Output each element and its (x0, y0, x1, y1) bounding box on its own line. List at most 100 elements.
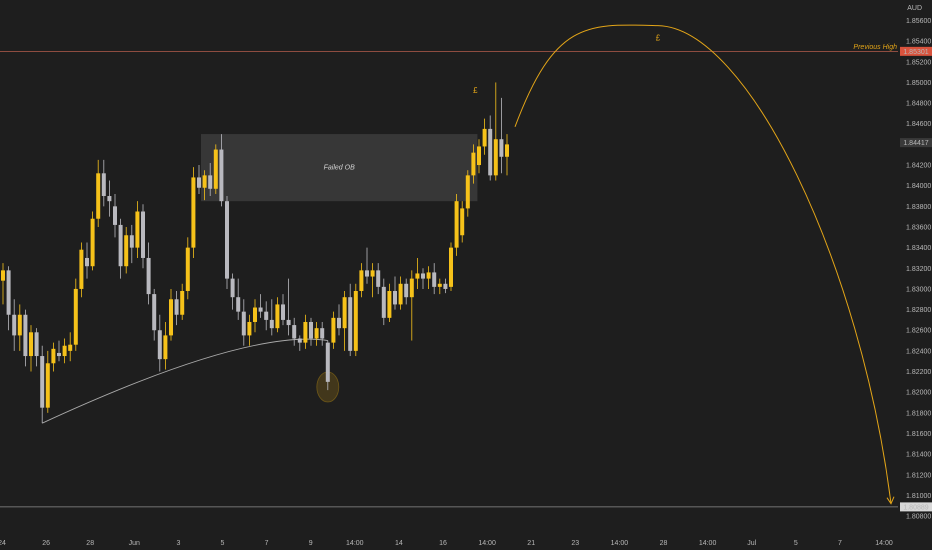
failed-ob-zone[interactable] (201, 134, 478, 202)
candle-body (247, 321, 252, 336)
price-tick-label: 1.84600 (906, 121, 931, 128)
price-axis[interactable]: 1.85600 1.85400 1.85200 1.85000 1.84800 1.846… (898, 0, 932, 550)
candle-body (135, 211, 140, 248)
previous-high-price-tag: 1.85301 (900, 46, 932, 56)
candle-body (471, 152, 476, 176)
time-tick-label: Jul (747, 540, 756, 547)
candle-body (258, 307, 263, 312)
candle-body (482, 128, 487, 147)
time-tick-label: 21 (527, 540, 535, 547)
price-tick-label: 1.85600 (906, 18, 931, 25)
price-tick-label: 1.82600 (906, 328, 931, 335)
candle-body (337, 317, 341, 329)
price-tick-label: 1.81000 (906, 493, 931, 500)
candle-body (426, 272, 431, 279)
time-tick-label: 5 (794, 540, 798, 547)
pound-marker-1: £ (473, 86, 478, 95)
candle-body (365, 270, 369, 277)
candle-body (230, 278, 235, 298)
candle-body (493, 139, 498, 176)
candle-body (17, 314, 22, 336)
candle-body (163, 335, 168, 360)
svg-text:1.85301: 1.85301 (903, 49, 928, 56)
candle-body (309, 321, 313, 339)
candle-body (415, 273, 420, 279)
candle-body (286, 319, 291, 326)
time-tick-label: 24 (0, 540, 6, 547)
candle-body (359, 270, 364, 292)
candle-body (443, 283, 448, 289)
time-tick-label: 28 (86, 540, 94, 547)
previous-high-label: Previous High (853, 44, 897, 51)
candle-body (141, 211, 145, 258)
svg-text:1.84417: 1.84417 (903, 140, 928, 147)
time-tick-label: Jun (129, 540, 140, 547)
candle-body (23, 314, 28, 357)
candle-body (180, 291, 185, 315)
price-tick-label: 1.82000 (906, 390, 931, 397)
candle-body (191, 177, 196, 248)
candle-body (465, 175, 470, 209)
projection-curve (514, 24, 892, 504)
time-tick-label: 14 (395, 540, 403, 547)
candle-body (57, 352, 61, 357)
candle-body (40, 356, 45, 408)
candle-body (292, 325, 297, 339)
time-axis[interactable]: 24 26 28 Jun 3 5 7 9 14:00 14 16 14:00 21 23 14:00 28 14… (0, 540, 893, 547)
price-tick-label: 1.83600 (906, 224, 931, 231)
candle-body (152, 294, 157, 331)
price-tick-label: 1.84000 (906, 183, 931, 190)
candle-body (432, 272, 437, 287)
candle-body (477, 146, 481, 166)
price-tick-label: 1.81400 (906, 452, 931, 459)
candle-body (253, 307, 257, 322)
candle-body (275, 304, 280, 329)
candle-body (449, 247, 453, 287)
candle-body (68, 344, 73, 351)
candle-body (208, 175, 213, 189)
candle-body (124, 235, 129, 267)
candle-body (90, 218, 95, 267)
candle-body (264, 311, 269, 320)
price-tick-label: 1.84800 (906, 101, 931, 108)
candle-body (113, 206, 117, 225)
candle-body (488, 128, 493, 176)
candle-body (281, 304, 285, 320)
candle-body (157, 330, 162, 360)
price-tick-label: 1.81800 (906, 410, 931, 417)
candle-body (353, 291, 358, 351)
time-tick-label: 14:00 (346, 540, 364, 547)
candle-body (34, 332, 39, 357)
candle-body (370, 270, 375, 277)
candle-body (12, 314, 17, 336)
candle-body (45, 363, 50, 408)
candle-body (146, 257, 151, 295)
candle-body (421, 273, 425, 279)
time-tick-label: 5 (221, 540, 225, 547)
time-tick-label: 16 (439, 540, 447, 547)
candle-body (29, 332, 33, 357)
candle-body (387, 291, 392, 318)
failed-ob-label: Failed OB (324, 165, 355, 172)
price-tick-label: 1.82800 (906, 307, 931, 314)
candle-body (118, 224, 123, 267)
time-tick-label: 28 (660, 540, 668, 547)
candle-body (202, 175, 207, 188)
candle-body (213, 149, 218, 189)
candlestick-series (1, 82, 509, 424)
candle-body (314, 328, 319, 339)
candle-body (460, 208, 465, 236)
candle-body (325, 342, 330, 382)
price-tick-label: 1.85400 (906, 39, 931, 46)
candle-body (437, 283, 442, 287)
candle-body (79, 249, 84, 289)
candle-body (269, 319, 274, 329)
candle-body (236, 297, 241, 312)
candle-body (376, 270, 381, 287)
price-tick-label: 1.84200 (906, 163, 931, 170)
current-price-tag: 1.84417 (900, 138, 932, 148)
candle-body (454, 201, 459, 248)
time-tick-label: 14:00 (875, 540, 893, 547)
